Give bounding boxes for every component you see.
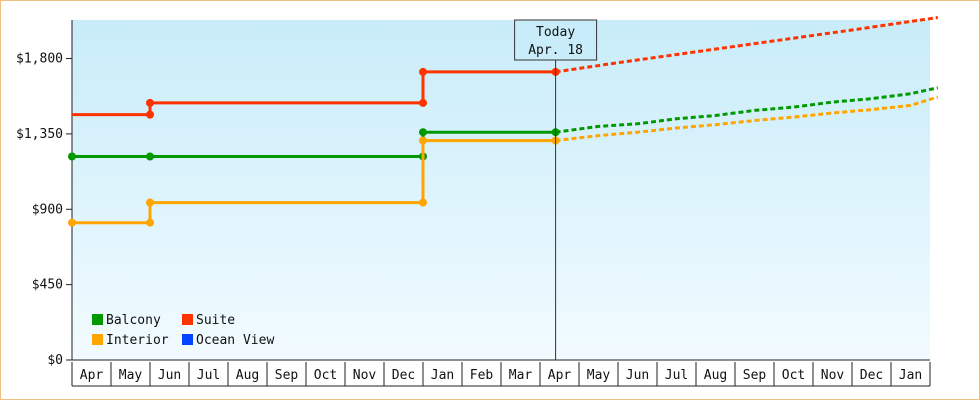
- x-tick-label: Feb: [470, 368, 494, 383]
- data-point-suite[interactable]: [146, 98, 154, 107]
- legend-item-suite[interactable]: Suite: [182, 313, 235, 328]
- x-tick-label: Jan: [899, 368, 922, 383]
- legend-swatch: [182, 334, 193, 345]
- series-line-suite: [72, 70, 556, 117]
- x-tick-label: Jan: [431, 368, 454, 383]
- x-tick-label: Dec: [860, 368, 883, 383]
- forecast-line-balcony: [555, 86, 939, 134]
- x-tick-label: May: [587, 368, 611, 383]
- legend-item-ocean-view[interactable]: Ocean View: [182, 333, 274, 348]
- legend-label: Suite: [196, 313, 235, 328]
- data-point-interior[interactable]: [419, 198, 427, 207]
- data-point-interior[interactable]: [146, 218, 154, 227]
- x-tick-label: Apr: [80, 368, 104, 383]
- x-tick-label: Nov: [821, 368, 845, 383]
- x-tick-label: Oct: [314, 368, 337, 383]
- forecast-line-suite: [555, 16, 939, 74]
- x-tick-label: Sep: [275, 368, 299, 383]
- today-label: Today: [536, 25, 575, 40]
- x-tick-label: Jul: [197, 368, 220, 383]
- x-tick-label: Jul: [665, 368, 688, 383]
- y-tick-label: $0: [47, 353, 63, 368]
- data-point-balcony[interactable]: [68, 152, 76, 161]
- x-tick-label: Apr: [548, 368, 572, 383]
- data-point-suite[interactable]: [419, 67, 427, 76]
- legend-swatch: [92, 334, 103, 345]
- x-tick-label: Aug: [236, 368, 259, 383]
- x-tick-label: Jun: [158, 368, 181, 383]
- x-tick-label: Jun: [626, 368, 649, 383]
- x-tick-label: Mar: [509, 368, 533, 383]
- legend-label: Balcony: [106, 313, 161, 328]
- today-label-box: [514, 19, 598, 61]
- x-tick-label: Sep: [743, 368, 767, 383]
- y-tick-label: $1,350: [16, 127, 63, 142]
- data-point-suite[interactable]: [146, 110, 154, 119]
- plot-background: [72, 20, 930, 360]
- legend-swatch: [92, 314, 103, 325]
- x-tick-label: Dec: [392, 368, 415, 383]
- series-suite: [72, 16, 939, 119]
- x-tick-label: Nov: [353, 368, 377, 383]
- y-tick-label: $450: [32, 278, 63, 293]
- data-point-interior[interactable]: [419, 136, 427, 145]
- y-tick-label: $900: [32, 202, 63, 217]
- y-tick-label: $1,800: [16, 52, 63, 67]
- data-point-interior[interactable]: [146, 198, 154, 207]
- x-tick-label: Oct: [782, 368, 805, 383]
- data-point-suite[interactable]: [419, 98, 427, 107]
- legend-item-interior[interactable]: Interior: [92, 333, 169, 348]
- forecast-line-interior: [555, 95, 939, 143]
- legend-swatch: [182, 314, 193, 325]
- data-point-balcony[interactable]: [146, 152, 154, 161]
- today-date: Apr. 18: [528, 43, 583, 58]
- series-line-interior: [72, 139, 556, 225]
- legend-item-balcony[interactable]: Balcony: [92, 313, 161, 328]
- data-point-balcony[interactable]: [419, 128, 427, 137]
- x-tick-label: Aug: [704, 368, 727, 383]
- legend-label: Ocean View: [196, 333, 274, 348]
- x-tick-label: May: [119, 368, 143, 383]
- data-point-interior[interactable]: [68, 218, 76, 227]
- legend-label: Interior: [106, 333, 169, 348]
